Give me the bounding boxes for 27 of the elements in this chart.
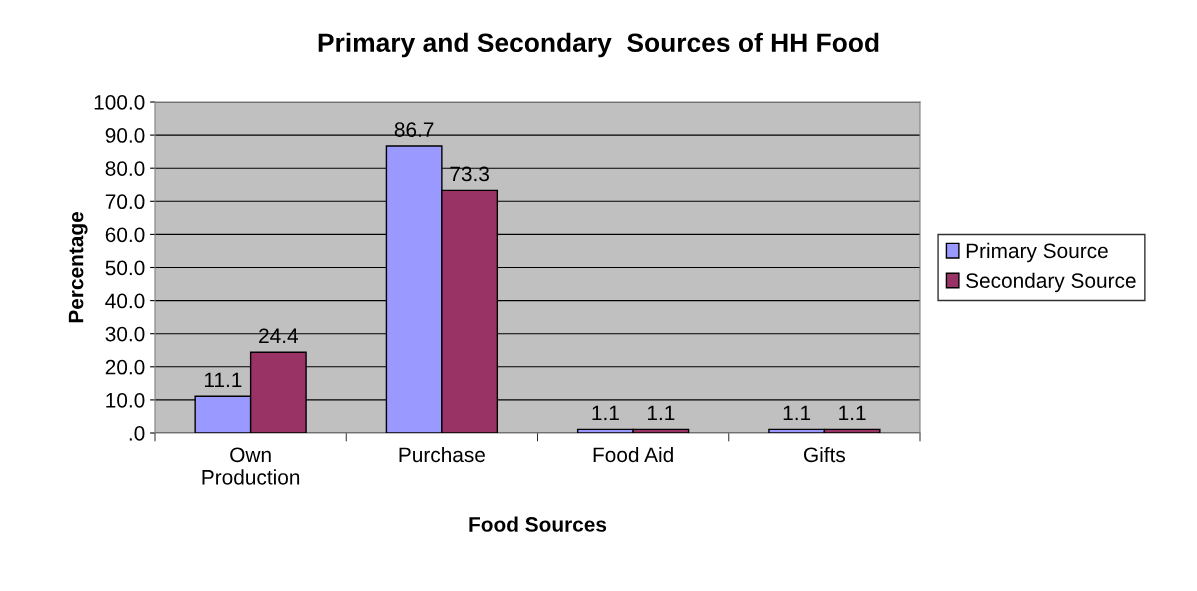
legend-label: Primary Source xyxy=(966,242,1108,263)
legend-label: Secondary Source xyxy=(966,272,1136,293)
y-tick-label: 70.0 xyxy=(105,194,145,210)
data-label: 1.1 xyxy=(592,405,619,421)
data-label: 1.1 xyxy=(839,405,866,421)
data-label: 73.3 xyxy=(450,166,489,182)
x-axis-title: Food Sources xyxy=(469,516,607,532)
x-tick-label: Gifts xyxy=(804,446,846,463)
y-axis-title: Percentage xyxy=(68,212,88,323)
data-label: 1.1 xyxy=(783,405,811,421)
chart-title: Primary and Secondary Sources of HH Food xyxy=(318,32,879,58)
y-tick-label: 10.0 xyxy=(106,392,145,408)
y-tick-label: 30.0 xyxy=(105,326,145,342)
y-tick-label: 60.0 xyxy=(105,227,145,243)
y-tick-label: 90.0 xyxy=(105,128,145,143)
data-label: 11.1 xyxy=(204,372,242,387)
y-tick-label: 80.0 xyxy=(105,161,145,176)
y-tick-label: 100.0 xyxy=(94,95,145,110)
data-label: 86.7 xyxy=(394,122,434,137)
y-tick-label: 40.0 xyxy=(105,293,145,309)
y-tick-label: .0 xyxy=(129,426,145,441)
x-tick-label: Purchase xyxy=(399,446,485,463)
x-tick-label: Own Production xyxy=(202,447,300,485)
y-tick-label: 20.0 xyxy=(105,359,145,375)
x-tick-label: Food Aid xyxy=(593,446,673,463)
y-tick-label: 50.0 xyxy=(105,260,145,276)
data-label: 1.1 xyxy=(647,405,675,421)
